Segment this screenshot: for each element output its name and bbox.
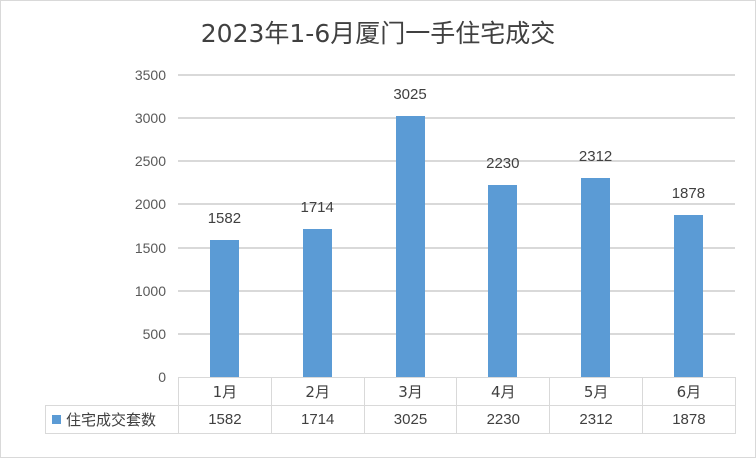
y-axis-tick-label: 3500 [134, 67, 166, 83]
y-axis-tick-label: 500 [142, 325, 166, 342]
table-value-cell: 3025 [363, 405, 458, 434]
legend-label: 住宅成交套数 [66, 411, 157, 429]
y-axis-tick-label: 2000 [134, 196, 166, 213]
table-header-cell: 1月 [178, 377, 272, 406]
table-header-cell: 2月 [270, 377, 365, 406]
chart-title: 2023年1-6月厦门一手住宅成交 [200, 19, 556, 48]
gridline [178, 160, 735, 163]
bar-3月 [395, 115, 425, 377]
bar-4月 [488, 184, 518, 377]
data-label: 1582 [207, 210, 242, 228]
y-axis-tick-label: 2500 [134, 153, 166, 170]
legend-swatch-icon [52, 415, 61, 424]
data-label: 2312 [578, 147, 613, 165]
bar-6月 [673, 214, 703, 377]
gridline [178, 74, 735, 76]
y-axis-tick-label: 1000 [134, 282, 166, 299]
table-value-cell: 1878 [642, 405, 736, 434]
table-value-cell: 2312 [549, 405, 643, 434]
gridline [178, 117, 735, 120]
bar-1月 [209, 240, 239, 377]
gridline [178, 289, 735, 292]
gridline [178, 246, 735, 249]
table-value-cell: 1582 [178, 405, 272, 434]
table-header-cell: 6月 [642, 377, 736, 406]
y-axis-tick-label: 1500 [134, 239, 166, 256]
data-label: 1714 [300, 199, 334, 217]
table-header-cell: 3月 [363, 377, 458, 406]
data-label: 2230 [486, 154, 520, 172]
gridline [178, 203, 735, 206]
table-header-cell: 4月 [456, 377, 551, 406]
bar-2月 [302, 229, 332, 377]
gridline [178, 332, 735, 335]
legend-series: 住宅成交套数 [45, 405, 179, 434]
table-header-cell: 5月 [549, 377, 643, 406]
bar-5月 [581, 177, 611, 377]
y-axis-tick-label: 3000 [134, 110, 166, 127]
table-value-cell: 2230 [456, 405, 551, 434]
data-label: 1878 [671, 184, 706, 202]
data-label: 3025 [393, 85, 427, 103]
y-axis-tick-label: 0 [158, 369, 166, 385]
table-value-cell: 1714 [270, 405, 365, 434]
